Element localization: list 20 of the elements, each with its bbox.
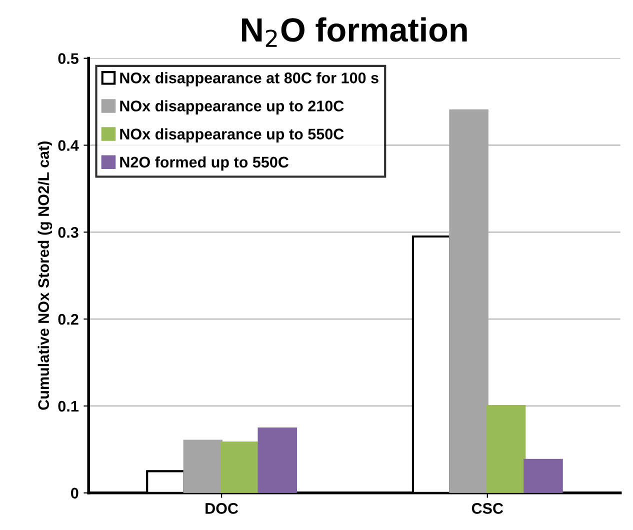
legend-label: NOx disappearance at 80C for 100 s (120, 72, 378, 86)
x-tick-label: DOC (206, 503, 238, 514)
legend-label: NOx disappearance up to 210C (120, 100, 344, 114)
chart-title: N$_{2}$O formation (242, 17, 467, 47)
bar (183, 440, 223, 493)
x-tick-label: CSC (472, 503, 504, 514)
bar (220, 441, 260, 493)
y-tick-label: 0.5 (58, 53, 78, 64)
y-tick-label: 0.3 (58, 227, 78, 238)
bar (449, 109, 488, 493)
legend-label: N2O formed up to 550C (120, 156, 289, 171)
y-tick-label: 0.1 (58, 400, 78, 412)
bar (486, 404, 526, 493)
y-tick-label: 0 (71, 488, 78, 499)
legend-label: NOx disappearance up to 550C (120, 128, 344, 143)
bar (524, 458, 563, 493)
bar (258, 428, 298, 493)
y-tick-label: 0.2 (58, 314, 78, 325)
y-tick-label: 0.4 (58, 140, 79, 151)
y-axis-title: Cumulative NOx Stored (g NO2/L cat) (38, 142, 52, 410)
